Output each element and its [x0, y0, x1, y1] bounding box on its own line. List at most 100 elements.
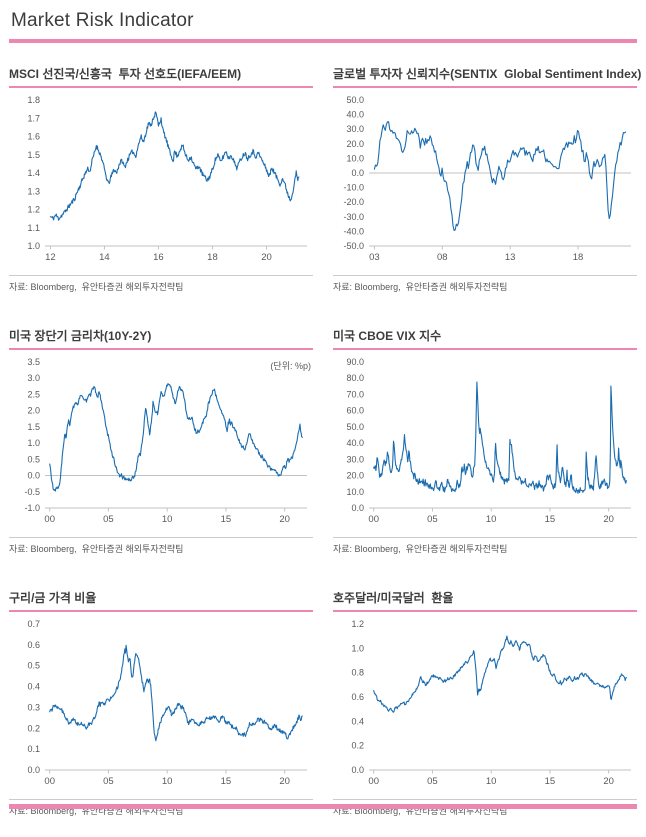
svg-text:0.0: 0.0: [27, 765, 40, 775]
chart-plot: 0.7 0.6 0.5 0.4 0.3 0.2 0.1 0.0 00 05 10 15 20: [9, 616, 313, 797]
svg-text:90.0: 90.0: [346, 357, 364, 367]
svg-text:-40.0: -40.0: [343, 226, 364, 236]
svg-text:40.0: 40.0: [346, 110, 364, 120]
chart-title: 글로벌 투자자 신뢰지수(SENTIX Global Sentiment Ind…: [333, 67, 641, 88]
svg-text:20.0: 20.0: [346, 471, 364, 481]
svg-text:0.7: 0.7: [27, 619, 40, 629]
svg-text:15: 15: [545, 514, 556, 525]
svg-text:-10.0: -10.0: [343, 183, 364, 193]
chart-title: 미국 장단기 금리차(10Y-2Y): [9, 329, 313, 350]
chart-plot: (단위: %p) 3.5 3.0 2.5 2.0 1.5 1.0 0.5 0.0 -0.5 -1.…: [9, 354, 313, 535]
svg-text:18: 18: [573, 252, 584, 263]
chart-title: MSCI 선진국/신흥국 투자 선호도(IEFA/EEM): [9, 67, 313, 88]
svg-text:1.0: 1.0: [27, 438, 40, 448]
svg-text:0.3: 0.3: [27, 702, 40, 712]
svg-text:0.0: 0.0: [351, 503, 364, 513]
svg-text:0.6: 0.6: [351, 692, 364, 702]
svg-text:10: 10: [162, 776, 173, 787]
svg-text:00: 00: [368, 514, 379, 525]
svg-text:1.0: 1.0: [27, 241, 40, 251]
chart-sentix-sentiment: 글로벌 투자자 신뢰지수(SENTIX Global Sentiment Ind…: [333, 67, 641, 293]
svg-text:1.6: 1.6: [27, 132, 40, 142]
svg-text:20: 20: [279, 776, 290, 787]
svg-text:2.0: 2.0: [27, 406, 40, 416]
svg-text:1.0: 1.0: [351, 643, 364, 653]
report-page: Market Risk Indicator MSCI 선진국/신흥국 투자 선호…: [9, 10, 641, 817]
svg-text:50.0: 50.0: [346, 422, 364, 432]
svg-text:13: 13: [505, 252, 516, 263]
line-chart-canvas: 3.5 3.0 2.5 2.0 1.5 1.0 0.5 0.0 -0.5 -1.0 00 05 10 15…: [9, 354, 313, 535]
chart-iefa-eem-ratio: MSCI 선진국/신흥국 투자 선호도(IEFA/EEM) 1.8 1.7 1.6 1…: [9, 67, 313, 293]
svg-text:-30.0: -30.0: [343, 212, 364, 222]
source-note: 자료: Bloomberg, 유안타증권 해외투자전략팀: [9, 275, 313, 293]
svg-text:-0.5: -0.5: [24, 487, 40, 497]
svg-text:3.0: 3.0: [27, 373, 40, 383]
svg-text:30.0: 30.0: [346, 124, 364, 134]
line-chart-canvas: 50.0 40.0 30.0 20.0 10.0 0.0 -10.0 -20.0 -30.0 -4…: [333, 92, 637, 273]
footer-accent-bar: [9, 804, 637, 809]
svg-text:-1.0: -1.0: [24, 503, 40, 513]
svg-text:00: 00: [368, 776, 379, 787]
svg-text:1.4: 1.4: [27, 168, 40, 178]
svg-text:20: 20: [279, 514, 290, 525]
svg-text:1.3: 1.3: [27, 186, 40, 196]
svg-text:10.0: 10.0: [346, 153, 364, 163]
chart-copper-gold-ratio: 구리/금 가격 비율 0.7 0.6 0.5 0.4 0.3 0.2 0.1 0.0 00 05 1…: [9, 591, 313, 817]
svg-text:14: 14: [99, 252, 110, 263]
chart-grid: MSCI 선진국/신흥국 투자 선호도(IEFA/EEM) 1.8 1.7 1.6 1…: [9, 67, 641, 817]
chart-audusd-fx: 호주달러/미국달러 환율 1.2 1.0 0.8 0.6 0.4 0.2 0.0 00 05 10…: [333, 591, 637, 817]
svg-text:05: 05: [103, 514, 114, 525]
svg-text:03: 03: [369, 252, 380, 263]
chart-title: 호주달러/미국달러 환율: [333, 591, 637, 612]
svg-text:10.0: 10.0: [346, 487, 364, 497]
svg-text:10: 10: [486, 514, 497, 525]
svg-text:05: 05: [427, 776, 438, 787]
chart-plot: 1.8 1.7 1.6 1.5 1.4 1.3 1.2 1.1 1.0 12 14 16 18 20: [9, 92, 313, 273]
source-note: 자료: Bloomberg, 유안타증권 해외투자전략팀: [333, 537, 637, 555]
chart-vix-index: 미국 CBOE VIX 지수 90.0 80.0 70.0 60.0 50.0 40.0 3…: [333, 329, 637, 555]
svg-text:40.0: 40.0: [346, 438, 364, 448]
svg-text:0.0: 0.0: [27, 471, 40, 481]
svg-text:0.4: 0.4: [27, 682, 40, 692]
source-note: 자료: Bloomberg, 유안타증권 해외투자전략팀: [333, 275, 637, 293]
unit-note: (단위: %p): [270, 361, 311, 371]
svg-text:0.2: 0.2: [27, 723, 40, 733]
svg-text:70.0: 70.0: [346, 389, 364, 399]
svg-text:50.0: 50.0: [346, 95, 364, 105]
chart-title: 미국 CBOE VIX 지수: [333, 329, 637, 350]
svg-text:0.4: 0.4: [351, 716, 364, 726]
svg-text:1.5: 1.5: [27, 422, 40, 432]
line-chart-canvas: 1.2 1.0 0.8 0.6 0.4 0.2 0.0 00 05 10 15 20: [333, 616, 637, 797]
svg-text:15: 15: [221, 514, 232, 525]
line-chart-canvas: 0.7 0.6 0.5 0.4 0.3 0.2 0.1 0.0 00 05 10 15 20: [9, 616, 313, 797]
source-note: 자료: Bloomberg, 유안타증권 해외투자전략팀: [333, 799, 637, 817]
svg-text:16: 16: [153, 252, 164, 263]
svg-text:20: 20: [261, 252, 272, 263]
svg-text:0.1: 0.1: [27, 744, 40, 754]
svg-text:0.5: 0.5: [27, 454, 40, 464]
svg-text:1.8: 1.8: [27, 95, 40, 105]
svg-text:0.2: 0.2: [351, 741, 364, 751]
svg-text:15: 15: [221, 776, 232, 787]
source-note: 자료: Bloomberg, 유안타증권 해외투자전략팀: [9, 537, 313, 555]
svg-text:08: 08: [437, 252, 448, 263]
svg-text:00: 00: [44, 514, 55, 525]
svg-text:0.0: 0.0: [351, 168, 364, 178]
page-title: Market Risk Indicator: [11, 10, 194, 31]
svg-text:20: 20: [603, 514, 614, 525]
svg-text:18: 18: [207, 252, 218, 263]
svg-text:12: 12: [45, 252, 56, 263]
svg-text:0.5: 0.5: [27, 661, 40, 671]
line-chart-canvas: 90.0 80.0 70.0 60.0 50.0 40.0 30.0 20.0 10.0 0.0 0…: [333, 354, 637, 535]
svg-text:0.6: 0.6: [27, 640, 40, 650]
chart-title: 구리/금 가격 비율: [9, 591, 313, 612]
svg-text:05: 05: [103, 776, 114, 787]
chart-us-yield-spread: 미국 장단기 금리차(10Y-2Y) (단위: %p) 3.5 3.0 2.5 2.0…: [9, 329, 313, 555]
svg-text:1.1: 1.1: [27, 223, 40, 233]
svg-text:30.0: 30.0: [346, 454, 364, 464]
svg-text:1.2: 1.2: [27, 205, 40, 215]
chart-plot: 90.0 80.0 70.0 60.0 50.0 40.0 30.0 20.0 10.0 0.0 0…: [333, 354, 637, 535]
svg-text:20.0: 20.0: [346, 139, 364, 149]
svg-text:10: 10: [162, 514, 173, 525]
svg-text:-20.0: -20.0: [343, 197, 364, 207]
